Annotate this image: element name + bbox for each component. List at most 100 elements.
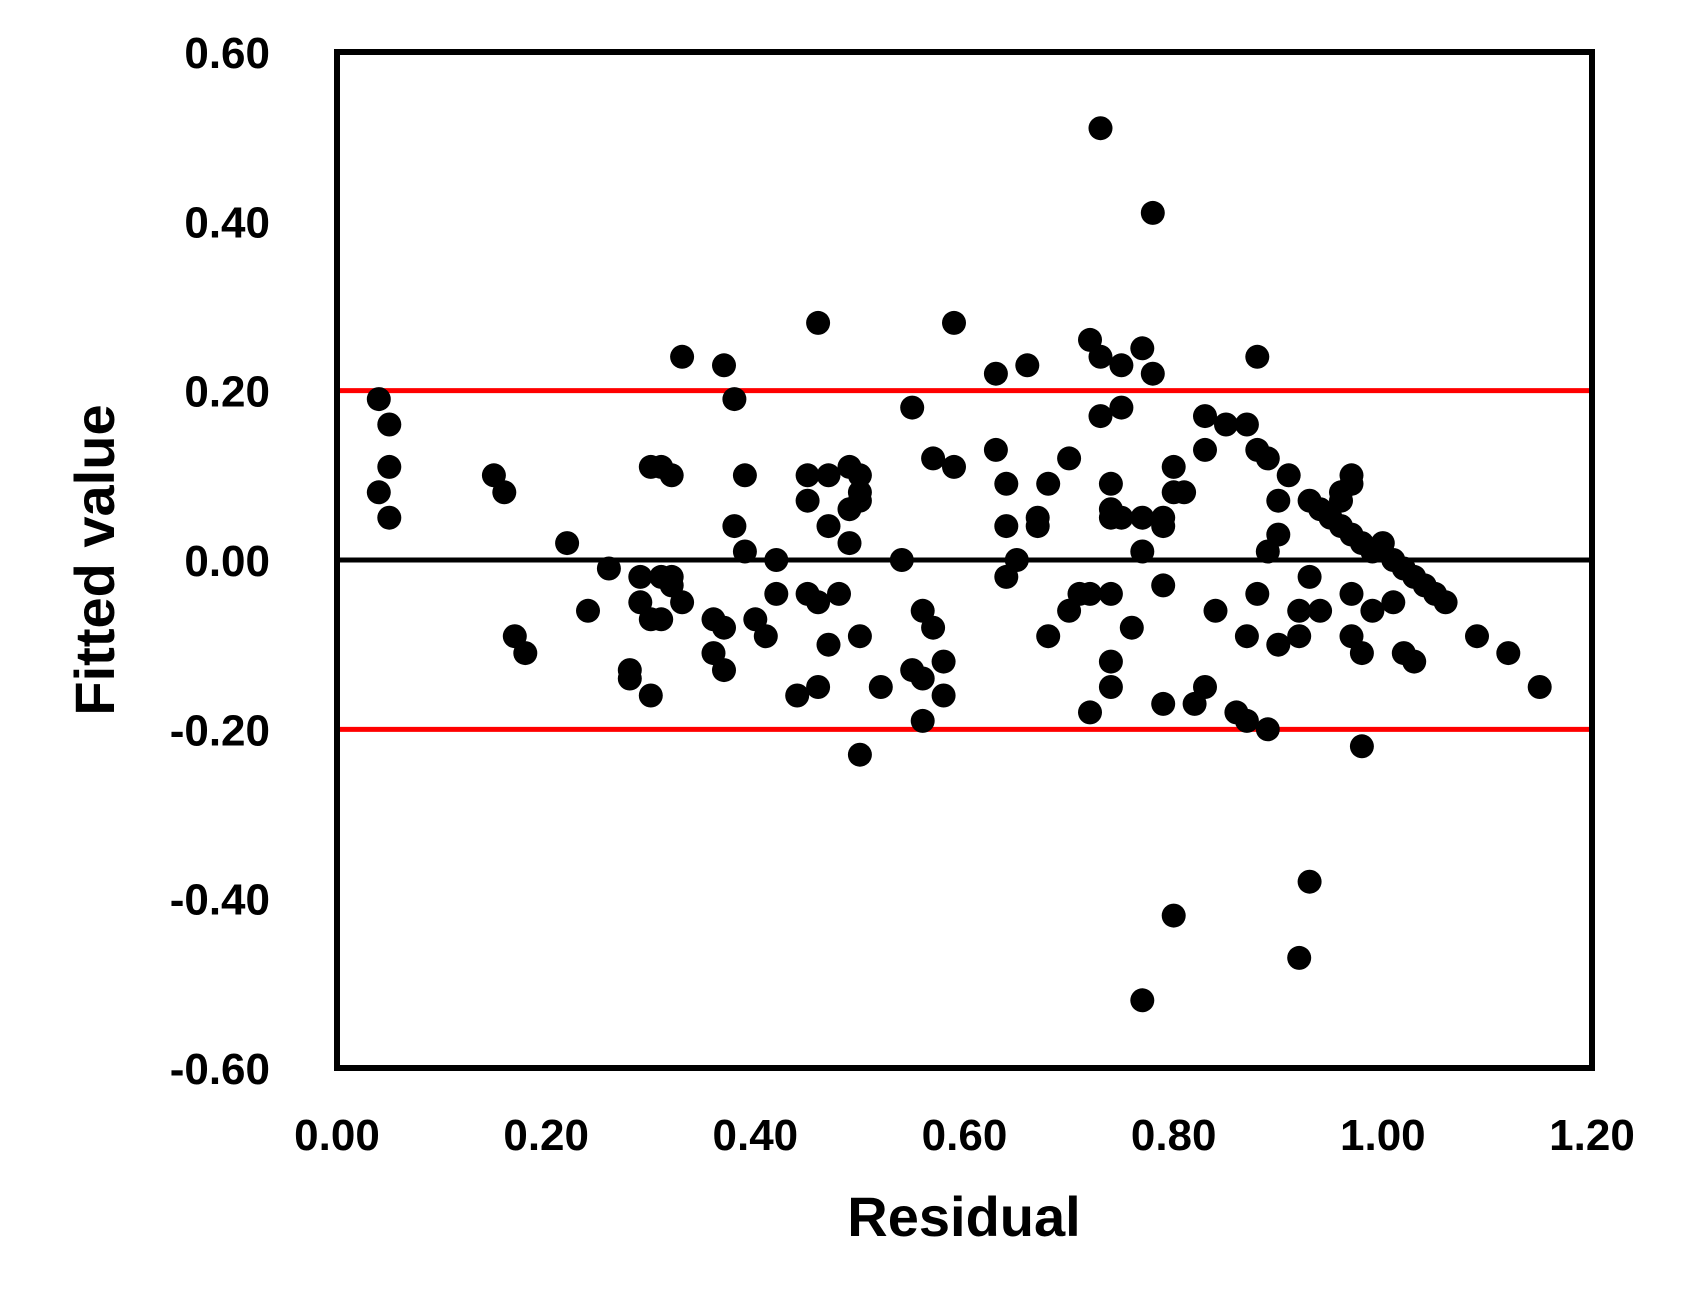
data-point-57	[847, 624, 872, 649]
data-point-92	[1098, 471, 1123, 496]
data-point-80	[1025, 514, 1050, 539]
data-point-167	[1433, 590, 1458, 615]
data-point-53	[837, 531, 862, 556]
data-point-131	[1255, 717, 1280, 742]
data-point-89	[1088, 344, 1113, 369]
x-tick-label: 1.00	[1340, 1111, 1426, 1160]
data-point-154	[1349, 641, 1374, 666]
x-tick-label: 1.20	[1549, 1111, 1635, 1160]
data-point-157	[1360, 598, 1385, 623]
y-tick-label: 0.20	[184, 368, 270, 417]
x-tick-label: 0.60	[922, 1111, 1008, 1160]
x-axis-ticks: 0.00 0.20 0.40 0.60 0.80 1.00 1.20	[294, 1111, 1635, 1160]
x-tick-label: 0.40	[713, 1111, 799, 1160]
data-point-133	[1266, 488, 1291, 513]
data-point-29	[712, 353, 736, 378]
data-point-72	[983, 361, 1008, 386]
data-point-15	[628, 564, 653, 589]
data-point-135	[1276, 463, 1301, 488]
data-point-41	[795, 463, 820, 488]
data-point-74	[994, 514, 1019, 539]
data-point-103	[1130, 505, 1155, 530]
data-point-77	[1004, 548, 1029, 572]
y-tick-label: -0.40	[170, 876, 270, 925]
data-point-48	[816, 463, 841, 488]
data-point-46	[806, 675, 831, 699]
data-point-49	[816, 632, 841, 657]
data-point-104	[1130, 336, 1155, 361]
data-point-66	[921, 615, 946, 640]
data-point-81	[1036, 471, 1061, 496]
data-point-26	[670, 344, 695, 369]
data-point-168	[1465, 624, 1489, 649]
data-point-105	[1130, 988, 1155, 1013]
data-point-113	[1161, 454, 1186, 479]
data-point-64	[910, 708, 935, 733]
data-point-58	[847, 742, 872, 767]
data-point-33	[722, 514, 747, 539]
data-point-39	[764, 581, 789, 606]
data-point-71	[942, 310, 966, 335]
data-point-125	[1234, 412, 1259, 437]
x-tick-label: 0.20	[503, 1111, 589, 1160]
data-point-38	[764, 548, 789, 572]
data-point-68	[931, 649, 956, 674]
data-point-151	[1339, 581, 1364, 606]
data-point-123	[1234, 624, 1259, 649]
data-point-78	[1015, 353, 1040, 378]
data-point-95	[1098, 581, 1123, 606]
data-point-37	[753, 624, 778, 649]
data-point-40	[785, 683, 810, 708]
data-point-67	[921, 446, 946, 471]
data-point-106	[1140, 361, 1165, 386]
data-point-99	[1109, 505, 1134, 530]
data-point-56	[847, 488, 872, 513]
data-point-13	[617, 658, 642, 683]
data-point-160	[1381, 590, 1406, 615]
data-point-55	[847, 463, 872, 488]
data-point-109	[1151, 573, 1176, 598]
data-point-101	[1119, 615, 1144, 640]
data-point-128	[1245, 344, 1270, 369]
data-points	[366, 116, 1552, 1013]
y-tick-label: -0.60	[170, 1045, 270, 1094]
data-point-59	[868, 675, 893, 699]
y-axis-title: Fitted value	[63, 404, 126, 715]
data-point-121	[1214, 412, 1238, 437]
y-tick-label: 0.60	[184, 29, 270, 78]
data-point-169	[1496, 641, 1521, 666]
data-point-139	[1297, 564, 1322, 589]
x-axis-title: Residual	[847, 1185, 1080, 1248]
data-point-32	[722, 387, 747, 412]
data-point-19	[649, 607, 674, 632]
x-tick-label: 0.80	[1131, 1111, 1217, 1160]
data-point-1	[366, 480, 391, 505]
data-point-138	[1287, 945, 1312, 970]
x-tick-label: 0.00	[294, 1111, 380, 1160]
data-point-84	[1057, 446, 1082, 471]
data-point-47	[816, 514, 841, 539]
data-point-50	[827, 581, 851, 606]
data-point-10	[576, 598, 600, 623]
data-point-102	[1130, 539, 1155, 564]
data-point-124	[1234, 708, 1259, 733]
data-point-2	[377, 412, 402, 437]
data-point-45	[806, 310, 831, 335]
data-point-11	[596, 556, 621, 581]
data-point-9	[555, 531, 580, 556]
data-point-88	[1078, 581, 1102, 606]
y-tick-label: -0.20	[170, 706, 270, 755]
plot-frame	[334, 49, 1595, 1071]
data-point-16	[638, 683, 663, 708]
data-point-155	[1349, 734, 1374, 759]
data-point-137	[1287, 598, 1312, 623]
data-point-136	[1287, 624, 1312, 649]
data-point-87	[1078, 700, 1102, 725]
data-point-118	[1193, 404, 1217, 429]
data-point-90	[1088, 404, 1113, 429]
data-point-73	[983, 437, 1008, 462]
data-point-0	[366, 387, 391, 412]
data-point-34	[732, 539, 757, 564]
data-point-3	[377, 454, 402, 479]
